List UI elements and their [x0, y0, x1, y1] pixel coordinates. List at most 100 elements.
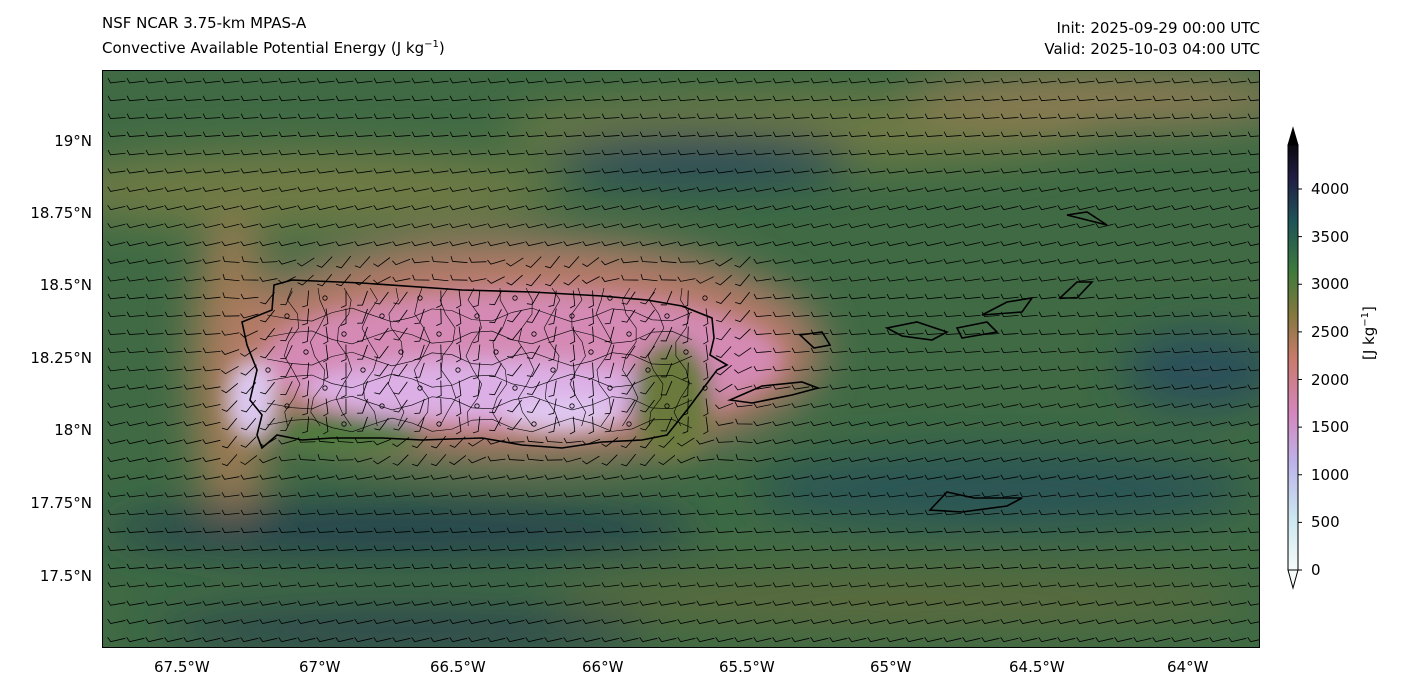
wind-barb	[221, 400, 238, 412]
wind-barb	[302, 308, 310, 326]
wind-barb	[772, 365, 791, 372]
wind-barb	[886, 402, 905, 408]
wind-barb	[240, 600, 259, 606]
wind-barb	[259, 600, 278, 606]
wind-barb	[1190, 492, 1209, 498]
wind-barb	[374, 291, 389, 305]
wind-barb	[886, 293, 905, 300]
wind-barb	[905, 600, 924, 606]
wind-barb	[1152, 474, 1171, 480]
wind-barb	[278, 582, 297, 588]
wind-barb	[317, 454, 335, 462]
wind-barb	[297, 257, 315, 267]
wind-barb	[430, 509, 449, 516]
calm-wind-circle	[341, 421, 347, 427]
wind-barb	[548, 326, 557, 343]
wind-barb	[1038, 311, 1057, 318]
wind-barb	[905, 637, 924, 643]
wind-barb	[943, 618, 962, 625]
wind-barb	[1247, 223, 1260, 229]
wind-barb	[734, 77, 753, 84]
wind-barb	[1152, 492, 1171, 498]
wind-barb	[981, 456, 1000, 463]
wind-barb	[126, 527, 145, 533]
wind-barb	[335, 131, 354, 137]
wind-barb	[1171, 474, 1190, 480]
wind-barb	[1247, 77, 1260, 84]
wind-barb	[107, 77, 126, 84]
wind-barb	[867, 223, 886, 229]
wind-barb	[1190, 439, 1209, 445]
wind-barb	[278, 492, 297, 498]
wind-barb	[621, 309, 636, 323]
wind-barb	[411, 113, 430, 119]
wind-barb	[259, 131, 278, 137]
wind-barb	[126, 618, 145, 625]
wind-barb	[658, 113, 677, 119]
wind-barb	[582, 276, 600, 284]
vieques-outline	[727, 381, 821, 404]
wind-barb	[455, 290, 462, 309]
wind-barb	[658, 637, 677, 643]
wind-barb	[1000, 186, 1019, 192]
wind-barb	[436, 290, 442, 309]
wind-barb	[278, 131, 297, 137]
wind-barb	[658, 149, 677, 156]
wind-barb	[323, 398, 329, 417]
wind-barb	[1152, 95, 1171, 102]
wind-barb	[696, 168, 715, 174]
wind-barb	[316, 273, 333, 287]
wind-barb	[1038, 95, 1057, 102]
wind-barb	[791, 95, 810, 102]
wind-barb	[107, 204, 126, 211]
wind-barb	[240, 545, 259, 551]
wind-barb	[1247, 421, 1260, 427]
wind-barb	[569, 380, 576, 399]
wind-barb	[1133, 329, 1152, 335]
wind-barb	[1114, 168, 1133, 174]
wind-barb	[1209, 258, 1228, 264]
wind-barb	[449, 509, 468, 516]
wind-barb	[1038, 77, 1057, 84]
wind-barb	[848, 149, 867, 156]
wind-barb	[1209, 293, 1228, 300]
wind-barb	[430, 95, 449, 102]
wind-barb	[164, 204, 183, 211]
municipality-border	[283, 287, 301, 427]
wind-barb	[772, 527, 791, 533]
wind-barb	[924, 474, 943, 480]
wind-barb	[164, 95, 183, 102]
wind-barb	[753, 509, 772, 516]
wind-barb	[164, 637, 183, 643]
wind-barb	[1057, 168, 1076, 174]
wind-barb	[753, 365, 772, 372]
wind-barb	[962, 439, 981, 445]
wind-barb	[1228, 95, 1247, 102]
wind-barb	[164, 509, 183, 516]
wind-barb	[278, 474, 297, 480]
lat-tick: 18.75°N	[30, 204, 92, 222]
wind-barb	[221, 349, 240, 355]
wind-barb	[639, 186, 658, 192]
wind-barb	[791, 384, 810, 390]
wind-barb	[164, 168, 183, 174]
wind-barb	[392, 582, 411, 588]
wind-barb	[507, 309, 522, 323]
wind-barb	[506, 95, 525, 102]
wind-barb	[260, 417, 275, 431]
wind-barb	[943, 563, 962, 570]
wind-barb	[886, 311, 905, 318]
wind-barb	[810, 509, 829, 516]
wind-barb	[1171, 311, 1190, 318]
wind-barb	[658, 240, 677, 247]
wind-barb	[221, 637, 240, 643]
wind-barb	[715, 545, 734, 551]
wind-barb	[164, 240, 183, 247]
wind-barb	[202, 77, 221, 84]
wind-barb	[1152, 509, 1171, 516]
wind-barb	[1019, 311, 1038, 318]
wind-barb	[848, 509, 867, 516]
wind-barb	[696, 582, 715, 588]
wind-barb	[1057, 527, 1076, 533]
wind-barb	[126, 276, 145, 282]
